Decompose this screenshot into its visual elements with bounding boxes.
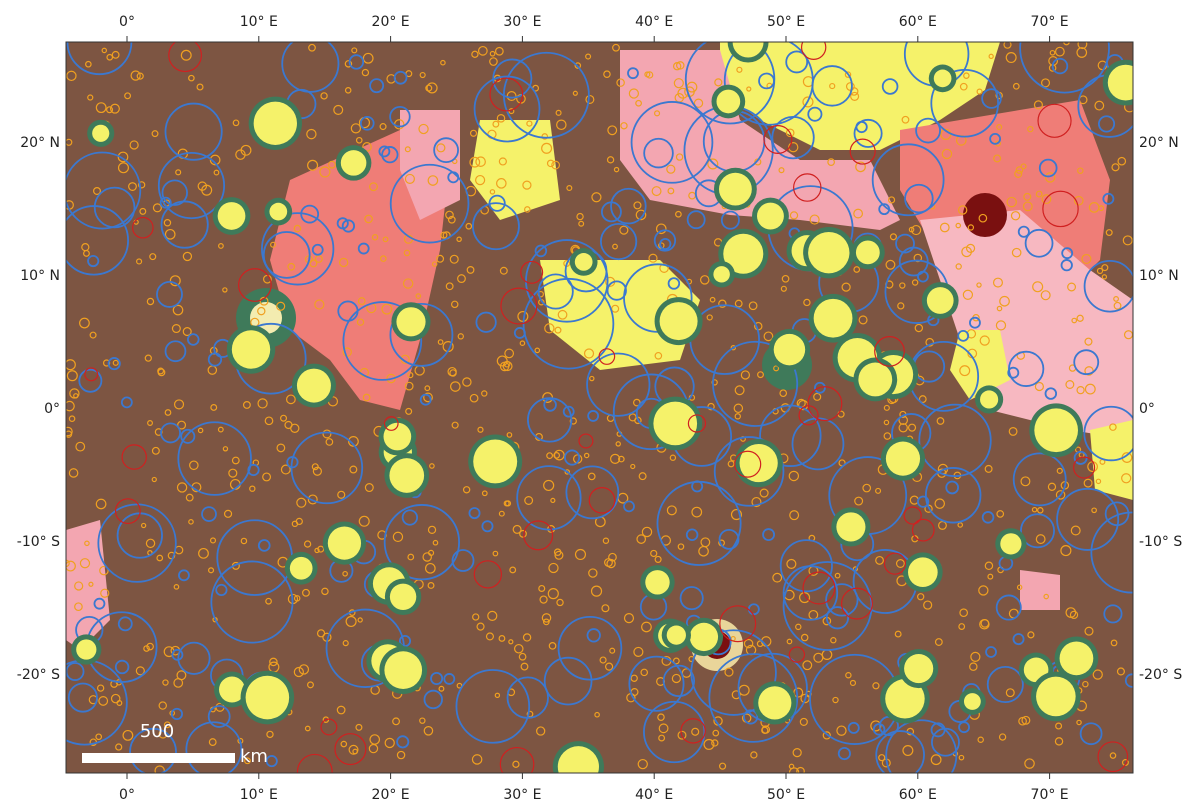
scale-unit: km [240, 746, 268, 767]
crater [232, 330, 270, 368]
crater [836, 512, 865, 541]
crater [690, 623, 718, 651]
crater [1000, 533, 1021, 554]
bottom-label: 30° E [503, 787, 541, 803]
crater [927, 287, 954, 314]
top-label: 0° [119, 14, 135, 30]
scale-bar [82, 753, 235, 763]
crater [856, 240, 880, 264]
left-label: -20° S [17, 667, 60, 683]
crater [653, 402, 697, 446]
crater [980, 390, 998, 408]
top-label: 50° E [767, 14, 805, 30]
bottom-label: 0° [119, 787, 135, 803]
map-area [42, 4, 1171, 793]
crater [390, 584, 416, 610]
left-label: 0° [44, 401, 60, 417]
crater [473, 439, 517, 483]
crater [269, 203, 287, 221]
right-label: 10° N [1139, 268, 1179, 284]
crater [328, 526, 361, 559]
crater [964, 693, 981, 710]
top-label: 40° E [635, 14, 673, 30]
right-label: 0° [1139, 401, 1155, 417]
crater [1060, 641, 1094, 675]
crater [1108, 65, 1144, 101]
crater [254, 102, 297, 145]
crater [808, 232, 849, 273]
bottom-label: 10° E [240, 787, 278, 803]
bottom-label: 60° E [899, 787, 937, 803]
scale-value: 500 [140, 721, 174, 742]
crater [218, 202, 246, 230]
crater [389, 458, 424, 493]
crater [667, 625, 686, 644]
top-label: 60° E [899, 14, 937, 30]
bottom-label: 50° E [767, 787, 805, 803]
unit-pink [1020, 570, 1060, 610]
crater [719, 173, 752, 206]
left-label: 10° N [20, 268, 60, 284]
crater [757, 203, 784, 230]
top-label: 70° E [1031, 14, 1069, 30]
crater [758, 686, 791, 719]
crater [384, 651, 422, 689]
crater [575, 253, 593, 271]
crater [92, 125, 109, 142]
right-label: 20° N [1139, 135, 1179, 151]
crater [886, 442, 920, 476]
crater [341, 150, 367, 176]
crater [645, 570, 669, 594]
crater [908, 557, 938, 587]
crater [858, 363, 892, 397]
crater [1034, 408, 1078, 452]
crater [290, 557, 313, 580]
right-label: -20° S [1139, 667, 1182, 683]
crater [660, 302, 698, 340]
crater [716, 90, 740, 114]
top-label: 10° E [240, 14, 278, 30]
top-label: 20° E [372, 14, 410, 30]
crater [1036, 677, 1076, 717]
top-label: 30° E [503, 14, 541, 30]
crater [558, 746, 599, 787]
bottom-label: 70° E [1031, 787, 1069, 803]
crater [774, 334, 805, 365]
crater [297, 369, 331, 403]
left-label: 20° N [20, 135, 60, 151]
crater [934, 70, 952, 88]
crater [76, 639, 96, 659]
crater [246, 676, 290, 720]
bottom-label: 20° E [372, 787, 410, 803]
left-label: -10° S [17, 534, 60, 550]
bottom-label: 40° E [635, 787, 673, 803]
right-label: -10° S [1139, 534, 1182, 550]
crater [904, 654, 933, 683]
map-view: 500 km 0° 0° 10° E 10° E 20° E 20° E 30° E 30° … [0, 0, 1188, 803]
crater [396, 307, 425, 336]
crater [814, 299, 853, 338]
crater [713, 266, 729, 282]
